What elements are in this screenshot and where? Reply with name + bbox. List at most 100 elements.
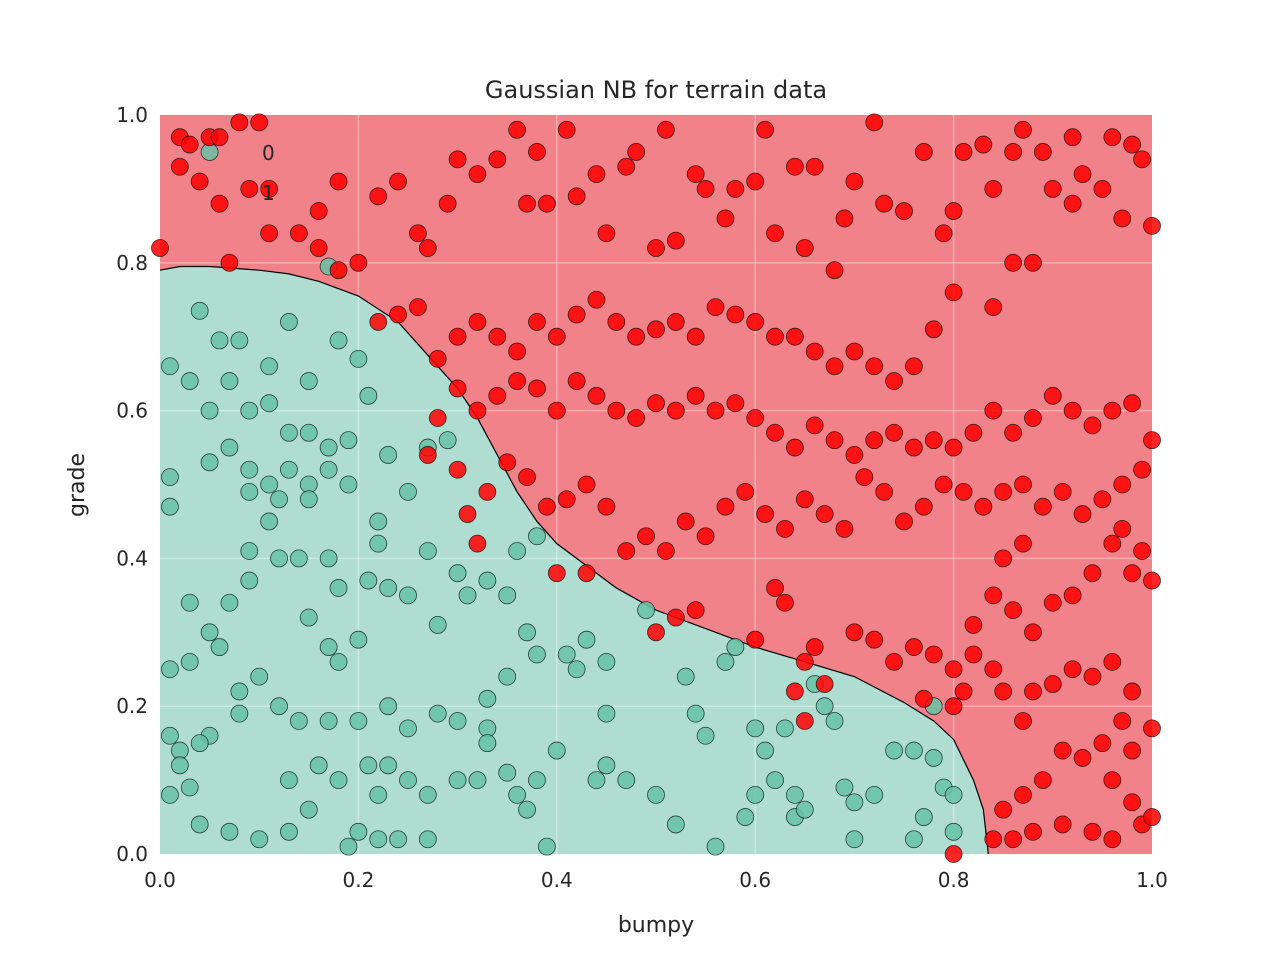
point-class-1 [706, 298, 725, 317]
point-class-1 [597, 497, 616, 516]
point-class-0 [319, 638, 338, 656]
point-class-1 [865, 357, 884, 376]
point-class-1 [647, 623, 665, 642]
point-class-0 [438, 431, 457, 450]
point-class-1 [766, 579, 784, 597]
chart-title: Gaussian NB for terrain data [485, 76, 827, 104]
point-class-0 [379, 756, 398, 775]
point-class-1 [528, 313, 546, 331]
point-class-1 [1014, 534, 1032, 553]
point-class-0 [309, 756, 328, 775]
point-class-0 [379, 446, 398, 464]
point-class-1 [994, 800, 1013, 819]
point-class-1 [994, 549, 1013, 568]
point-class-1 [1143, 216, 1161, 235]
point-class-0 [329, 331, 348, 350]
point-class-0 [349, 712, 368, 730]
point-class-1 [954, 682, 973, 701]
point-class-1 [1113, 519, 1132, 538]
point-class-0 [885, 741, 903, 760]
point-class-1 [696, 179, 715, 198]
point-class-1 [468, 401, 487, 420]
point-class-1 [1004, 253, 1023, 272]
class0-region [160, 266, 989, 854]
point-class-1 [627, 143, 646, 161]
point-class-1 [1083, 564, 1102, 583]
point-class-0 [706, 837, 725, 856]
point-class-1 [1033, 771, 1052, 789]
point-class-1 [964, 645, 983, 664]
point-class-0 [379, 579, 398, 597]
point-class-1 [1133, 150, 1151, 169]
point-class-1 [587, 290, 606, 309]
point-class-1 [488, 150, 507, 169]
point-class-1 [518, 194, 536, 213]
point-class-0 [428, 704, 447, 723]
point-class-1 [666, 608, 685, 627]
point-class-1 [260, 179, 279, 198]
point-class-1 [1073, 165, 1092, 184]
point-class-1 [1014, 785, 1032, 804]
x-tick-label: 0.0 [144, 868, 176, 892]
point-class-1 [329, 172, 348, 191]
point-class-1 [518, 468, 536, 487]
point-class-1 [666, 313, 685, 331]
point-class-1 [875, 194, 894, 213]
point-class-0 [369, 785, 388, 804]
point-class-0 [240, 571, 259, 590]
point-class-0 [200, 453, 219, 472]
point-class-0 [795, 800, 814, 819]
point-class-1 [686, 601, 705, 620]
point-class-1 [895, 202, 913, 220]
point-class-1 [696, 527, 715, 546]
point-class-0 [914, 808, 933, 826]
point-class-0 [924, 749, 943, 767]
point-class-1 [885, 423, 903, 442]
x-tick-label: 0.4 [541, 868, 573, 892]
point-class-1 [547, 327, 566, 346]
point-class-1 [627, 327, 646, 346]
point-class-1 [954, 482, 973, 501]
point-class-1 [617, 542, 636, 560]
point-class-1 [528, 143, 546, 161]
point-class-0 [329, 771, 348, 789]
point-class-1 [458, 505, 477, 523]
point-class-1 [468, 165, 487, 184]
scatter-points [151, 113, 1161, 863]
point-class-1 [349, 253, 368, 272]
point-class-0 [726, 638, 745, 656]
point-class-1 [1063, 660, 1082, 679]
point-class-1 [776, 519, 794, 538]
x-axis-label: bumpy [618, 913, 694, 938]
point-class-0 [418, 830, 437, 849]
point-class-0 [518, 800, 536, 819]
point-class-1 [508, 372, 527, 390]
point-class-1 [1103, 534, 1122, 553]
point-class-0 [458, 586, 477, 605]
point-class-0 [200, 623, 219, 642]
point-class-0 [577, 630, 596, 649]
point-class-1 [726, 305, 745, 324]
point-class-1 [924, 431, 943, 450]
point-class-0 [270, 549, 288, 568]
point-class-1 [795, 712, 814, 730]
point-class-0 [319, 438, 338, 457]
point-class-0 [666, 815, 685, 834]
point-class-0 [518, 623, 536, 642]
point-class-0 [210, 638, 229, 656]
point-class-1 [607, 313, 626, 331]
point-class-1 [567, 372, 586, 390]
point-class-1 [329, 261, 348, 280]
point-class-0 [161, 357, 179, 376]
point-class-1 [627, 409, 646, 427]
point-class-1 [438, 194, 457, 213]
point-class-1 [825, 357, 844, 376]
point-class-0 [240, 460, 259, 479]
point-class-0 [766, 771, 784, 789]
point-class-1 [805, 416, 824, 435]
point-class-0 [230, 682, 249, 701]
point-class-0 [339, 837, 358, 856]
point-class-1 [468, 313, 487, 331]
point-class-0 [319, 712, 338, 730]
point-class-1 [577, 564, 596, 583]
